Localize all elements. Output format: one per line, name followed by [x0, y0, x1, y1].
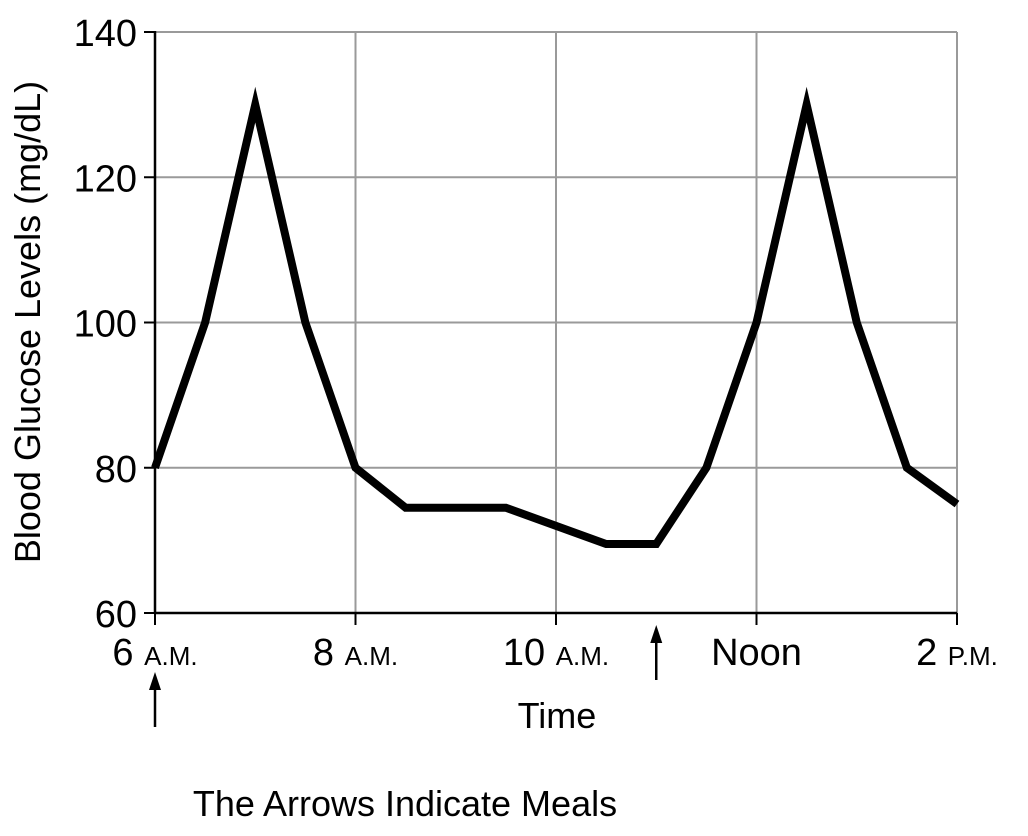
- y-tick-label-80: 80: [95, 449, 137, 491]
- x-tick-main-0: 6: [112, 632, 144, 674]
- x-tick-main-4: 2: [916, 632, 948, 674]
- meal-arrow-0: [149, 672, 161, 727]
- meal-arrow-head-0: [149, 672, 161, 690]
- x-tick-main-1: 8: [313, 632, 345, 674]
- x-tick-label-2: 10 A.M.: [503, 632, 609, 674]
- x-tick-label-1: 8 A.M.: [313, 632, 398, 674]
- x-tick-suffix-1: A.M.: [345, 641, 398, 671]
- y-tick-labels: 60 80 100 120 140: [74, 13, 137, 636]
- x-tick-suffix-0: A.M.: [144, 641, 197, 671]
- x-tick-label-4: 2 P.M.: [916, 632, 998, 674]
- x-axis-label: Time: [518, 695, 597, 736]
- axes: [144, 31, 958, 625]
- series-glucose: [151, 86, 960, 549]
- x-tick-labels: 6 A.M. 8 A.M. 10 A.M. Noon 2 P.M.: [112, 632, 997, 674]
- y-axis-label: Blood Glucose Levels (mg/dL): [7, 81, 48, 563]
- y-tick-label-60: 60: [95, 594, 137, 636]
- x-tick-suffix-4: P.M.: [948, 641, 998, 671]
- gridlines: [155, 31, 958, 613]
- x-tick-main-3: Noon: [711, 632, 802, 674]
- meal-arrows: [149, 625, 663, 727]
- meal-arrow-1: [650, 625, 663, 680]
- x-tick-label-0: 6 A.M.: [112, 632, 197, 674]
- y-tick-label-140: 140: [74, 13, 137, 55]
- y-tick-label-120: 120: [74, 158, 137, 200]
- meals-note: The Arrows Indicate Meals: [193, 783, 617, 824]
- x-tick-main-2: 10: [503, 632, 556, 674]
- x-tick-suffix-2: A.M.: [556, 641, 609, 671]
- x-tick-label-3: Noon: [711, 632, 802, 674]
- y-tick-label-100: 100: [74, 304, 137, 346]
- meal-arrow-head-1: [650, 625, 663, 643]
